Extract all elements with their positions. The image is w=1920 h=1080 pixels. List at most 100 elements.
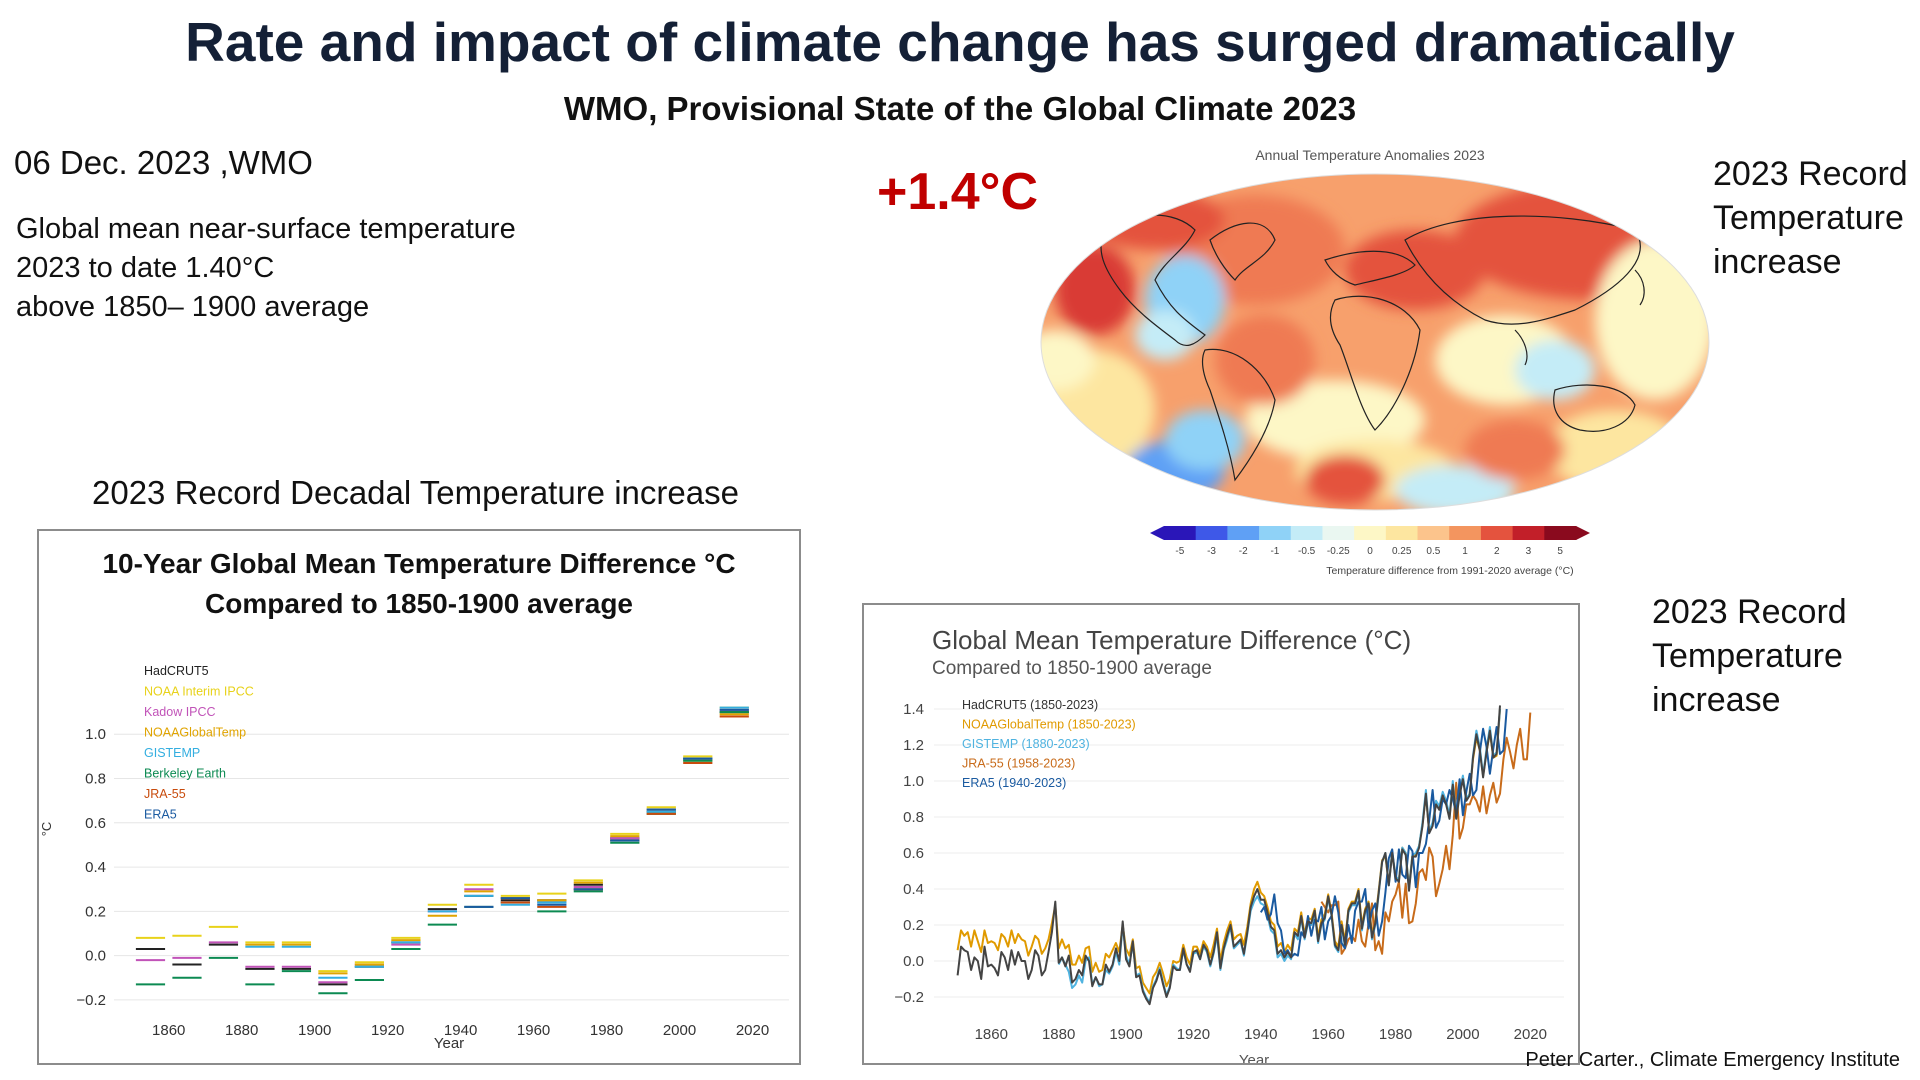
page-title: Rate and impact of climate change has su… xyxy=(185,11,1735,73)
colorbar-arrow-right xyxy=(1576,526,1590,540)
annual-x-tick-label: 1960 xyxy=(1311,1026,1344,1043)
colorbar-swatch xyxy=(1227,526,1260,540)
annual-legend-entry: HadCRUT5 (1850-2023) xyxy=(962,698,1098,712)
colorbar-tick-label: -0.25 xyxy=(1327,546,1350,557)
decadal-x-tick-label: 1980 xyxy=(590,1022,623,1039)
colorbar-swatch xyxy=(1544,526,1577,540)
decadal-legend-entry: Berkeley Earth xyxy=(144,767,226,781)
annual-series-line xyxy=(956,705,1501,1006)
annual-legend-entry: GISTEMP (1880-2023) xyxy=(962,737,1090,751)
decadal-x-tick-label: 1860 xyxy=(152,1022,185,1039)
colorbar-tick-label: 3 xyxy=(1526,546,1532,557)
annual-chart-subtitle: Compared to 1850-1900 average xyxy=(932,658,1212,679)
annual-legend-entry: JRA-55 (1958-2023) xyxy=(962,757,1075,771)
colorbar-swatch xyxy=(1480,526,1514,540)
decadal-x-tick-label: 2000 xyxy=(663,1022,696,1039)
credit-line: Peter Carter., Climate Emergency Institu… xyxy=(1525,1049,1900,1071)
colorbar-label: Temperature difference from 1991-2020 av… xyxy=(1326,565,1574,577)
decadal-y-tick-label: 0.0 xyxy=(85,948,106,965)
decadal-y-tick-label: 0.2 xyxy=(85,903,106,920)
annual-x-tick-label: 1880 xyxy=(1042,1026,1075,1043)
colorbar-tick-label: -3 xyxy=(1207,546,1216,557)
annual-series-line xyxy=(1259,708,1508,959)
annual-y-tick-label: 1.2 xyxy=(903,737,924,754)
annual-chart-title: Global Mean Temperature Difference (°C) xyxy=(932,625,1411,655)
record-label-top-line: increase xyxy=(1713,243,1842,281)
record-label-mid-line: 2023 Record xyxy=(1652,593,1847,631)
annual-y-tick-label: 0.2 xyxy=(903,917,924,934)
map-title: Annual Temperature Anomalies 2023 xyxy=(1255,147,1485,163)
decadal-y-tick-label: 0.8 xyxy=(85,771,106,788)
annual-y-tick-label: 0.4 xyxy=(903,881,924,898)
annual-y-tick-label: 1.0 xyxy=(903,773,924,790)
record-label-mid: 2023 Record Temperature increase xyxy=(1652,590,1847,722)
colorbar-swatch xyxy=(1290,526,1323,540)
summary-line-2: 2023 to date 1.40°C xyxy=(16,252,275,284)
decadal-x-tick-label: 2020 xyxy=(736,1022,769,1039)
decadal-x-tick-label: 1920 xyxy=(371,1022,404,1039)
decadal-y-tick-label: 0.6 xyxy=(85,815,106,832)
colorbar-tick-label: 2 xyxy=(1494,546,1500,557)
annual-x-tick-label: 1860 xyxy=(975,1026,1008,1043)
page-subtitle: WMO, Provisional State of the Global Cli… xyxy=(563,90,1357,127)
annual-x-tick-label: 2000 xyxy=(1446,1026,1479,1043)
map-colorbar: -5 -3 -2 -1 -0.5 -0.25 0 0.25 0.5 1 2 3 5 xyxy=(1150,526,1590,557)
annual-x-tick-label: 1920 xyxy=(1177,1026,1210,1043)
colorbar-arrow-left xyxy=(1150,526,1164,540)
summary-line-1: Global mean near-surface temperature xyxy=(16,213,516,245)
decadal-chart-title: 10-Year Global Mean Temperature Differen… xyxy=(102,548,735,579)
colorbar-swatch xyxy=(1354,526,1387,540)
decadal-legend-entry: JRA-55 xyxy=(144,787,186,801)
decadal-legend-entry: Kadow IPCC xyxy=(144,705,216,719)
decadal-x-tick-label: 1900 xyxy=(298,1022,331,1039)
decadal-y-tick-label: 0.4 xyxy=(85,859,106,876)
colorbar-swatch xyxy=(1164,526,1197,540)
map-anomaly-field xyxy=(1041,174,1709,510)
decadal-y-tick-label: −0.2 xyxy=(76,992,106,1009)
colorbar-swatch xyxy=(1259,526,1292,540)
date-source: 06 Dec. 2023 ,WMO xyxy=(14,144,313,181)
decadal-legend-entry: NOAA Interim IPCC xyxy=(144,685,254,699)
colorbar-swatch xyxy=(1417,526,1450,540)
annual-series-line xyxy=(1320,712,1532,955)
temperature-anomaly-map xyxy=(1040,173,1710,511)
annual-x-tick-label: 2020 xyxy=(1514,1026,1547,1043)
record-label-top: 2023 Record Temperature increase xyxy=(1713,152,1908,284)
decadal-legend-entry: HadCRUT5 xyxy=(144,664,209,678)
colorbar-tick-label: -5 xyxy=(1175,546,1184,557)
record-label-mid-line: Temperature xyxy=(1652,637,1843,675)
colorbar-tick-label: 5 xyxy=(1557,546,1563,557)
annual-y-tick-label: 0.0 xyxy=(903,953,924,970)
colorbar-tick-label: -0.5 xyxy=(1298,546,1316,557)
colorbar-tick-label: 1 xyxy=(1462,546,1468,557)
record-label-top-line: Temperature xyxy=(1713,199,1904,237)
decadal-x-tick-label: 1960 xyxy=(517,1022,550,1039)
record-label-mid-line: increase xyxy=(1652,681,1781,719)
decadal-section-label: 2023 Record Decadal Temperature increase xyxy=(92,474,739,511)
annual-x-tick-label: 1900 xyxy=(1109,1026,1142,1043)
decadal-chart-subtitle: Compared to 1850-1900 average xyxy=(205,588,633,619)
annual-y-tick-label: −0.2 xyxy=(894,989,924,1006)
colorbar-tick-label: -1 xyxy=(1270,546,1279,557)
annual-x-tick-label: 1940 xyxy=(1244,1026,1277,1043)
colorbar-swatch xyxy=(1322,526,1355,540)
decadal-x-axis-label: Year xyxy=(434,1035,464,1052)
decadal-y-axis-label: °C xyxy=(39,822,54,837)
summary-line-3: above 1850– 1900 average xyxy=(16,291,370,323)
colorbar-swatch xyxy=(1195,526,1228,540)
annual-legend-entry: NOAAGlobalTemp (1850-2023) xyxy=(962,718,1136,732)
headline-anomaly: +1.4°C xyxy=(877,163,1039,221)
annual-chart: Global Mean Temperature Difference (°C) … xyxy=(894,625,1564,1069)
colorbar-tick-label: -2 xyxy=(1239,546,1248,557)
annual-x-tick-label: 1980 xyxy=(1379,1026,1412,1043)
decadal-legend-entry: ERA5 xyxy=(144,808,177,822)
decadal-y-tick-label: 1.0 xyxy=(85,726,106,743)
decadal-legend-entry: NOAAGlobalTemp xyxy=(144,726,246,740)
annual-y-tick-label: 0.6 xyxy=(903,845,924,862)
decadal-x-tick-label: 1880 xyxy=(225,1022,258,1039)
annual-series-line xyxy=(1057,708,1501,1004)
colorbar-tick-label: 0.5 xyxy=(1426,546,1440,557)
colorbar-swatch xyxy=(1512,526,1545,540)
annual-legend-entry: ERA5 (1940-2023) xyxy=(962,776,1066,790)
annual-chart-panel: Global Mean Temperature Difference (°C) … xyxy=(862,603,1580,1069)
